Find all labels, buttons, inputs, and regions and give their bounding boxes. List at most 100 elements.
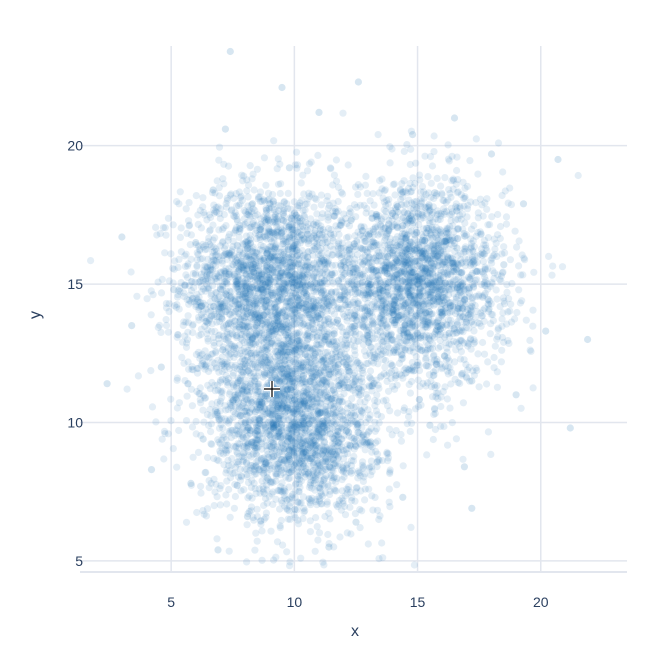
- scatter-point: [222, 222, 230, 230]
- scatter-point: [284, 189, 292, 197]
- scatter-point: [281, 238, 289, 246]
- scatter-point: [173, 376, 181, 384]
- scatter-point: [291, 216, 299, 224]
- scatter-point: [260, 286, 268, 294]
- scatter-point: [256, 309, 264, 318]
- scatter-point: [218, 303, 226, 312]
- scatter-point: [396, 187, 405, 195]
- scatter-point: [470, 221, 478, 230]
- scatter-point: [477, 281, 486, 289]
- scatter-point: [463, 205, 472, 213]
- scatter-point: [426, 319, 434, 327]
- scatter-point: [452, 435, 460, 443]
- scatter-point: [400, 147, 408, 155]
- scatter-point: [169, 445, 177, 453]
- scatter-point: [379, 554, 387, 562]
- scatter-point: [174, 287, 182, 295]
- scatter-point: [515, 237, 523, 245]
- scatter-point: [405, 380, 413, 389]
- scatter-point: [271, 211, 279, 219]
- scatter-point: [201, 322, 209, 330]
- scatter-point: [310, 203, 318, 211]
- scatter-point: [241, 287, 249, 295]
- scatter-point: [423, 451, 431, 459]
- scatter-point: [517, 404, 525, 412]
- scatter-point: [203, 268, 212, 276]
- scatter-point: [277, 268, 285, 276]
- scatter-point: [244, 346, 252, 354]
- scatter-point: [260, 196, 268, 204]
- scatter-point: [415, 171, 424, 179]
- scatter-point: [270, 236, 278, 244]
- scatter-point: [226, 191, 234, 199]
- scatter-point: [249, 300, 257, 308]
- scatter-point: [204, 255, 212, 263]
- scatter-point: [225, 268, 234, 276]
- scatter-point: [250, 186, 258, 194]
- scatter-point: [409, 174, 417, 182]
- scatter-point: [272, 348, 280, 356]
- scatter-point: [187, 298, 195, 306]
- scatter-point: [230, 504, 238, 512]
- scatter-point: [279, 217, 288, 225]
- grid-lines: [80, 46, 627, 572]
- scatter-point: [232, 305, 240, 313]
- scatter-point: [494, 326, 502, 334]
- scatter-point: [271, 308, 279, 316]
- scatter-point: [223, 500, 231, 508]
- scatter-point: [411, 198, 419, 206]
- scatter-point: [256, 188, 265, 196]
- scatter-point: [468, 246, 476, 254]
- scatter-point: [305, 160, 313, 168]
- scatter-point: [165, 308, 173, 316]
- scatter-point: [269, 263, 277, 271]
- scatter-point: [420, 305, 428, 313]
- scatter-point: [162, 299, 170, 308]
- scatter-point: [212, 274, 220, 282]
- scatter-point: [192, 269, 200, 277]
- scatter-point: [449, 258, 458, 266]
- scatter-point: [174, 331, 182, 339]
- scatter-point: [211, 234, 219, 242]
- scatter-point: [443, 367, 451, 375]
- scatter-point: [262, 303, 270, 311]
- scatter-point: [257, 296, 266, 304]
- scatter-point: [436, 215, 444, 223]
- scatter-point: [222, 269, 230, 277]
- scatter-point: [314, 302, 322, 310]
- scatter-point: [461, 232, 469, 240]
- scatter-point: [406, 389, 414, 397]
- scatter-point: [298, 272, 306, 280]
- scatter-point: [389, 300, 397, 308]
- scatter-point: [299, 320, 307, 328]
- scatter-point: [365, 485, 373, 493]
- scatter-point: [329, 237, 337, 245]
- scatter-point: [494, 210, 502, 219]
- scatter-point: [250, 255, 258, 263]
- scatter-point: [207, 291, 215, 300]
- scatter-point: [266, 235, 274, 243]
- scatter-point: [229, 237, 237, 245]
- scatter-point: [383, 291, 391, 299]
- scatter-point: [265, 217, 273, 225]
- scatter-point: [251, 292, 259, 301]
- scatter-point: [212, 349, 220, 357]
- scatter-point: [259, 288, 267, 296]
- scatter-point: [291, 240, 299, 249]
- scatter-point: [206, 213, 215, 222]
- scatter-point: [431, 277, 439, 285]
- scatter-point: [445, 186, 453, 194]
- scatter-point: [380, 261, 388, 269]
- scatter-point: [304, 258, 312, 266]
- scatter-point: [222, 272, 230, 280]
- scatter-point: [243, 521, 251, 529]
- scatter-point: [244, 245, 252, 253]
- scatter-point: [298, 314, 306, 322]
- scatter-point: [328, 350, 336, 358]
- scatter-point: [490, 353, 498, 362]
- scatter-point: [313, 243, 321, 251]
- scatter-point: [363, 204, 371, 213]
- scatter-point: [231, 317, 239, 325]
- scatter-point: [453, 189, 461, 197]
